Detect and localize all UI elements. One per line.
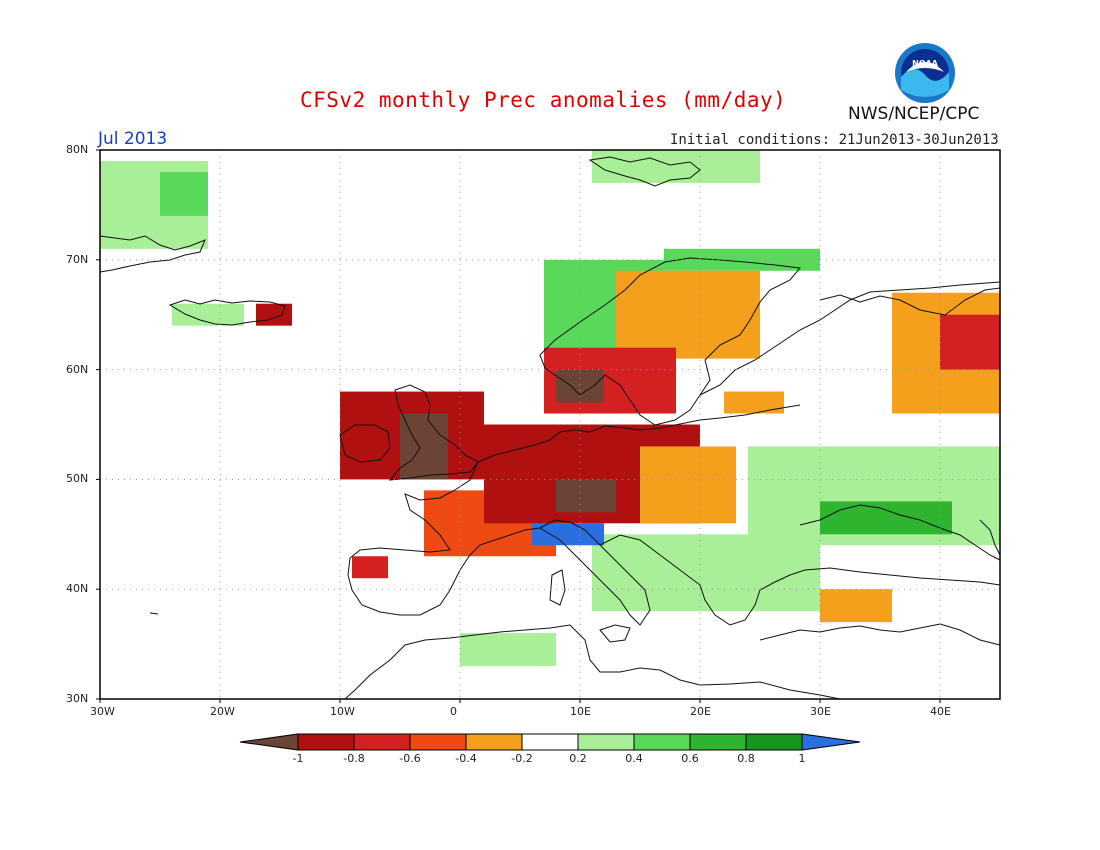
anomaly-region-central-eu-brown	[556, 479, 616, 513]
anomaly-region-svalbard	[592, 150, 760, 183]
lon-tick-label: 10E	[570, 705, 591, 718]
anomaly-region-iceland-red	[256, 303, 292, 326]
colorbar-label: -0.4	[455, 752, 477, 765]
sardinia-coast	[549, 569, 566, 606]
lat-tick-label: 60N	[66, 362, 89, 376]
colorbar-label: -0.8	[343, 752, 365, 765]
colorbar-segment	[353, 733, 411, 751]
colorbar-label: -0.2	[511, 752, 533, 765]
noaa-logo-text: NOAA	[912, 59, 938, 68]
colorbar-label: -0.6	[399, 752, 421, 765]
lon-tick-label: 30E	[810, 705, 831, 718]
caspian-coast	[979, 519, 1001, 556]
anomaly-region-alps-blue	[532, 523, 604, 546]
colorbar-label: 0.4	[625, 752, 643, 765]
balkan-coast	[599, 534, 1001, 626]
greenland-coast	[99, 235, 206, 273]
colorbar-label: 1	[798, 752, 806, 765]
anomaly-region-baltic-orange	[724, 391, 784, 414]
anomaly-region-turkey-orange	[820, 589, 892, 623]
ireland-coast	[339, 424, 391, 463]
lat-tick-label: 50N	[66, 472, 89, 486]
colorbar-label: 0.8	[737, 752, 755, 765]
anomaly-region-scandinavia-orange	[616, 270, 760, 359]
anomaly-region-ireland-red	[340, 435, 388, 469]
white-sea-coast	[819, 287, 1001, 316]
africa-coast	[344, 624, 841, 700]
colorbar-arrow-high	[801, 733, 861, 751]
colorbar-segment	[297, 733, 355, 751]
finland-coast	[699, 281, 1001, 396]
anomaly-region-greenland-east-2	[160, 171, 208, 216]
lon-tick-label: 20E	[690, 705, 711, 718]
colorbar-segment	[577, 733, 635, 751]
lon-tick-label: 30W	[90, 705, 115, 718]
anomaly-region-iceland-green	[172, 303, 244, 326]
anomaly-region-uk-brown	[400, 413, 448, 480]
graticule	[100, 150, 1000, 699]
colorbar-label: 0.2	[569, 752, 587, 765]
lat-tick-label: 30N	[66, 692, 89, 705]
scandinavia-coast	[539, 257, 801, 426]
italy-coast	[538, 519, 651, 626]
turkey-south-coast	[759, 623, 1001, 646]
colorbar-label: -1	[292, 752, 304, 765]
britain-coast	[388, 384, 479, 481]
anomaly-region-balkans-green	[592, 534, 820, 612]
black-sea-coast	[799, 504, 1001, 561]
lon-tick-label: 20W	[210, 705, 235, 718]
anomaly-region-africa-green	[460, 633, 556, 667]
anomaly-region-iberia-red	[352, 556, 388, 579]
madeira-coast	[149, 612, 159, 615]
chart-title: CFSv2 monthly Prec anomalies (mm/day)	[300, 88, 787, 112]
colorbar-segment	[521, 733, 579, 751]
lon-tick-label: 0	[450, 705, 457, 718]
lat-tick-label: 40N	[66, 582, 89, 596]
lon-tick-label: 10W	[330, 705, 355, 718]
colorbar-arrow-low	[239, 733, 299, 751]
colorbar-segment	[689, 733, 747, 751]
colorbar-segment	[465, 733, 523, 751]
noaa-logo-icon: NOAA	[895, 43, 955, 103]
forecast-month: Jul 2013	[98, 129, 168, 149]
colorbar-segment	[745, 733, 803, 751]
colorbar	[239, 733, 861, 751]
svalbard-coast	[588, 156, 701, 187]
continent-coast	[477, 404, 801, 463]
lon-tick-label: 40E	[930, 705, 951, 718]
sicily-coast	[599, 624, 631, 643]
agency-label: NWS/NCEP/CPC	[848, 104, 980, 124]
anomaly-region-east-eu-orange	[640, 446, 736, 524]
coastlines	[99, 156, 1001, 700]
initial-conditions: Initial conditions: 21Jun2013-30Jun2013	[670, 132, 999, 148]
lat-tick-label: 80N	[66, 143, 89, 156]
iceland-coast	[168, 299, 286, 326]
colorbar-label: 0.6	[681, 752, 699, 765]
anomaly-region-ukraine-darkgreen	[820, 501, 952, 535]
biscay-coast	[347, 461, 541, 616]
anomaly-region-russia-red	[940, 314, 1000, 370]
colorbar-segment	[409, 733, 467, 751]
anomaly-cells	[100, 150, 1000, 667]
map-border	[99, 149, 1001, 700]
axis-ticks	[96, 149, 941, 703]
anomaly-region-scandinavia-brown	[556, 369, 604, 403]
colorbar-segment	[633, 733, 691, 751]
lat-tick-label: 70N	[66, 252, 89, 266]
